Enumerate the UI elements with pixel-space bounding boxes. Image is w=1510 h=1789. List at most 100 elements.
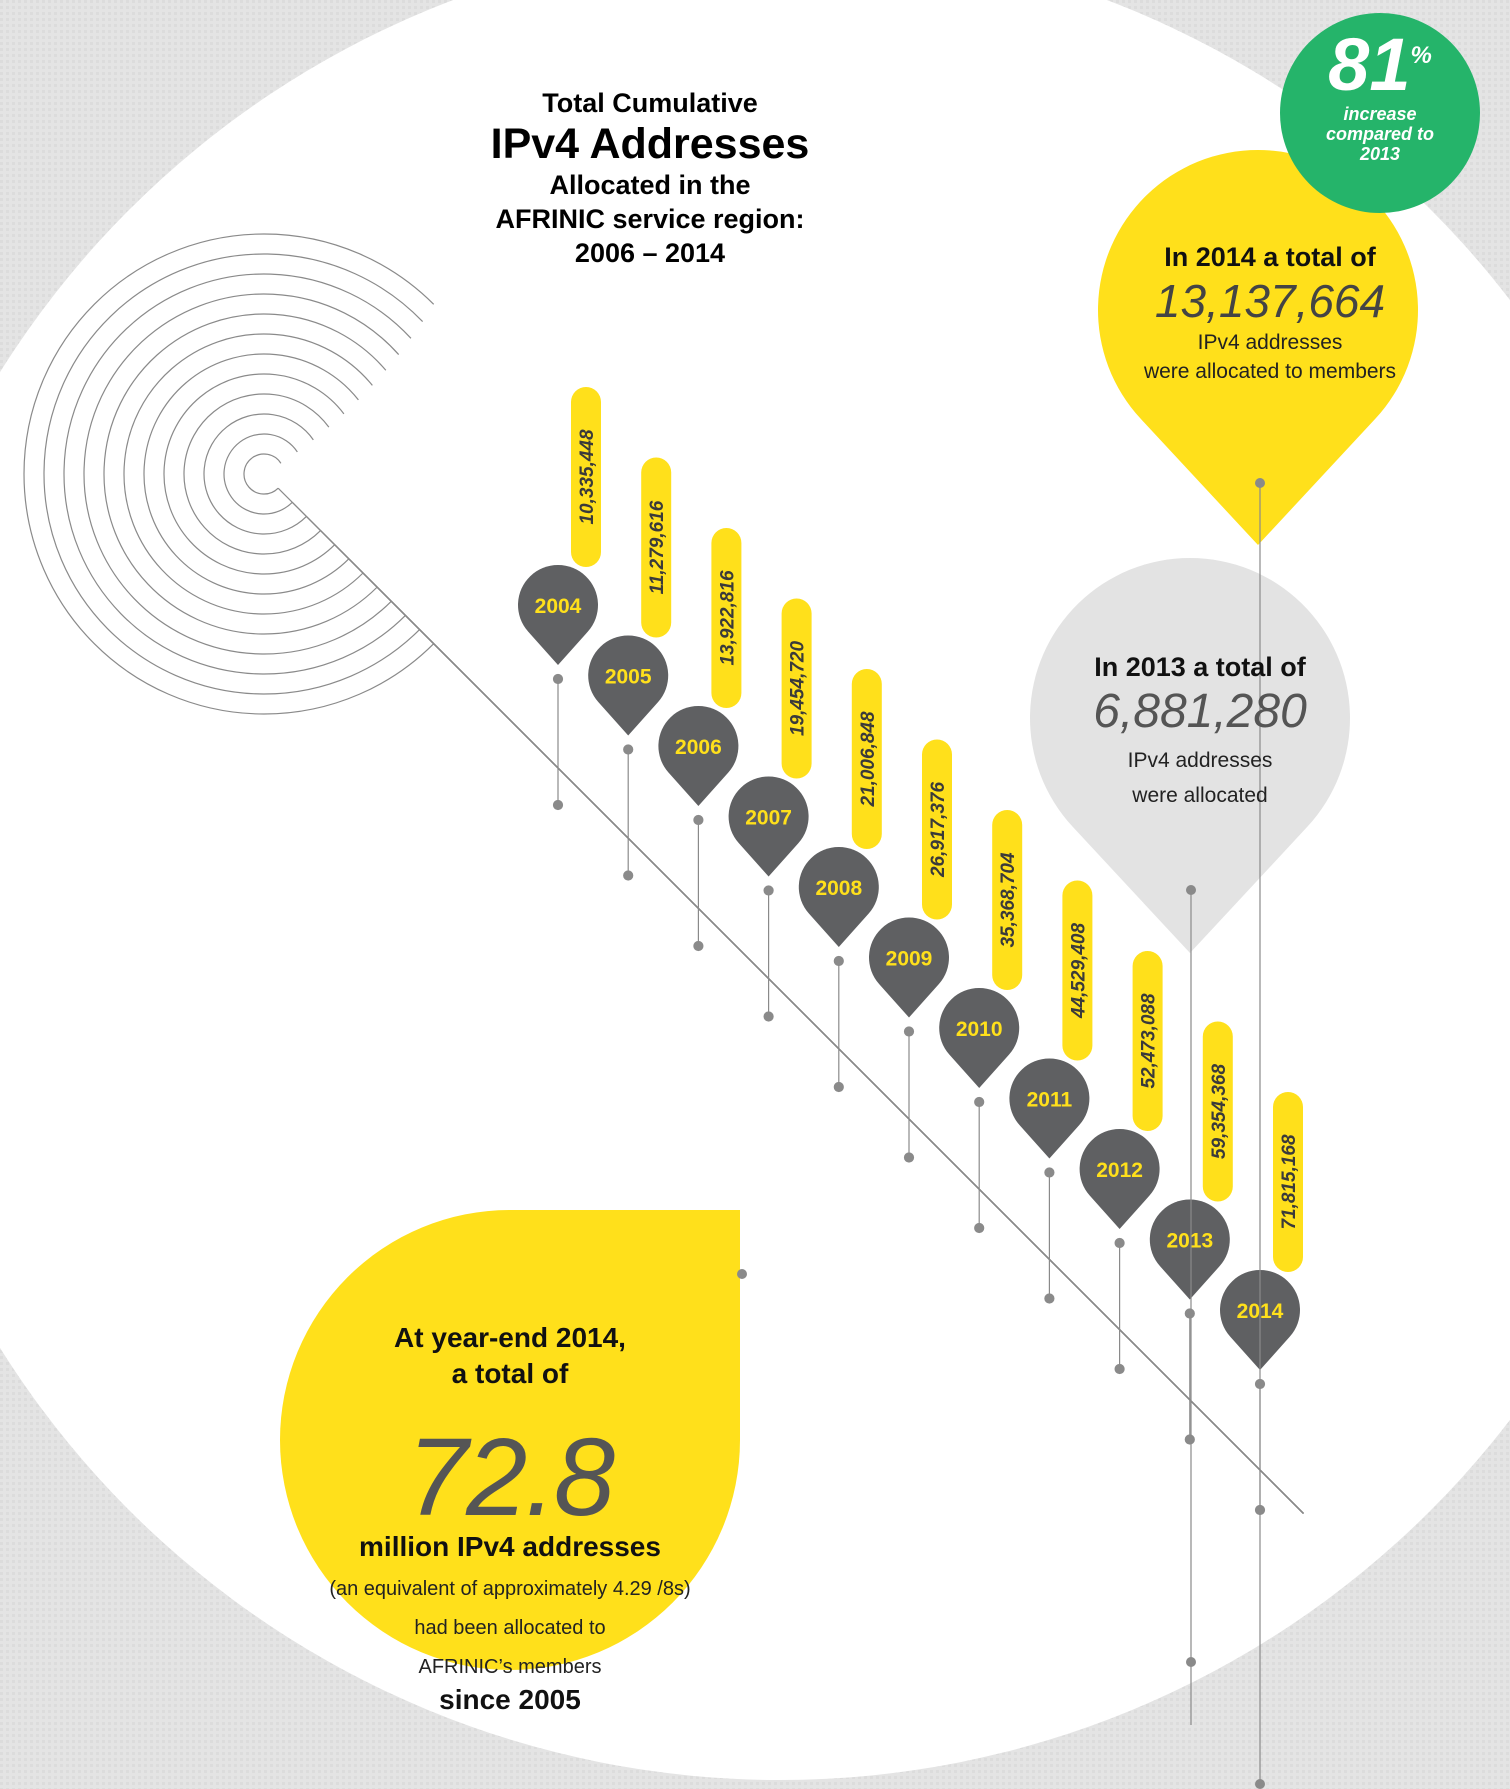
spiral-arc [183,393,330,555]
callout-2014-bubble [1098,149,1418,545]
pin-stem-end-dot [1114,1363,1125,1375]
title-line-2: IPv4 Addresses [490,120,810,168]
value-bar-2006 [711,528,742,708]
pin-stem-end-dot [903,1152,915,1163]
pin-stem-dot [623,744,634,755]
pin-stem-end-dot [974,1222,985,1234]
callout-2014-number: 13,137,664 [1154,275,1386,327]
year-label: 2008 [815,877,862,900]
value-bar-2013 [1202,1021,1233,1202]
value-label: 10,335,448 [577,429,598,525]
chart-title: Total Cumulative IPv4 Addresses Allocate… [480,86,820,270]
year-label: 2005 [605,666,652,689]
value-label: 52,473,088 [1139,993,1160,1089]
callout-2014-dot [1255,478,1265,488]
pin-stem-dot [1044,1167,1055,1178]
year-label: 2010 [956,1018,1003,1041]
callout-2013-end-dot [1186,1657,1196,1667]
callout-total: At year-end 2014, a total of 72.8 millio… [300,1320,720,1719]
value-labels: 10,335,448 11,279,616 13,922,816 19,454,720… [571,387,1303,1272]
pin-stem-end-dot [623,870,634,881]
year-label: 2012 [1096,1159,1143,1182]
value-bar-2008 [851,669,882,849]
callout-total-line-2: a total of [451,1358,569,1389]
pin-stem-end-dot [833,1081,844,1093]
year-label: 2011 [1027,1089,1073,1112]
year-pin-2013 [1149,1199,1230,1300]
callout-2013-line-2: were allocated [1132,784,1268,807]
pin-stem-dot [974,1096,985,1108]
pin-stem-end-dot [552,799,564,811]
pin-stems [552,673,1266,1516]
callout-2013-heading: In 2013 a total of [1094,652,1306,682]
callout-total-note-2: had been allocated to [414,1617,606,1639]
callout-2014-line-1: IPv4 addresses [1197,331,1343,354]
pin-stem-end-dot [693,940,704,952]
pin-stem-end-dot [763,1011,774,1022]
callout-total-number: 72.8 [406,1416,615,1539]
value-label: 26,917,376 [928,782,949,879]
year-pin-2012 [1079,1128,1160,1229]
value-bar-2014 [1273,1092,1303,1272]
callout-2014: In 2014 a total of 13,137,664 IPv4 addre… [1100,240,1440,386]
callout-2014-end-dot [1255,1779,1265,1789]
spiral-arc [123,333,373,615]
pin-stem-dot [1114,1237,1125,1249]
pin-stem-dot [763,885,774,896]
callout-total-dot [737,1269,747,1279]
year-label: 2007 [745,807,792,830]
callout-2014-heading: In 2014 a total of [1164,242,1376,272]
value-label: 44,529,408 [1068,923,1089,1020]
spiral-arc [203,413,314,535]
value-bar-2010 [992,810,1023,990]
value-bar-2004 [571,387,601,567]
callout-total-line-1: At year-end 2014, [394,1322,626,1353]
year-pin-2004 [518,565,598,665]
pin-stem-end-dot [1044,1293,1055,1304]
spiral-arc [243,453,282,495]
callout-total-emph: since 2005 [439,1684,581,1715]
callout-2013: In 2013 a total of 6,881,280 IPv4 addres… [1030,650,1370,810]
callout-total-note-1: (an equivalent of approximately 4.29 /8s… [329,1578,691,1600]
year-label: 2013 [1166,1230,1213,1253]
pin-stem-dot [903,1026,915,1037]
spiral-arc [83,293,400,655]
title-line-4: AFRINIC service region: [495,204,805,234]
spiral-arc [103,313,387,635]
pin-stem-dot [693,814,704,826]
increase-badge: 81% increase compared to 2013 [1275,23,1485,165]
value-label: 11,279,616 [647,500,668,594]
value-label: 35,368,704 [998,852,1019,948]
badge-line-1: increase [1343,104,1417,124]
value-bar-2009 [922,739,952,920]
callout-2013-line-1: IPv4 addresses [1127,749,1273,772]
spiral-lines [23,233,1304,1514]
pin-stem-dot [552,673,564,685]
spiral-tail [433,643,1304,1514]
value-label: 19,454,720 [788,641,809,737]
spiral-arc [63,273,412,675]
year-pin-2005 [588,635,669,736]
badge-circle [1280,13,1480,213]
year-pin-2006 [658,706,739,806]
year-pin-2008 [798,847,879,947]
year-label: 2004 [535,595,582,618]
spiral-arc [43,253,424,695]
value-label: 71,815,168 [1279,1134,1300,1230]
spiral-arc [163,373,345,575]
callout-total-unit: million IPv4 addresses [359,1531,661,1562]
value-bar-2005 [641,457,672,638]
value-bar-2011 [1062,880,1093,1061]
title-line-5: 2006 – 2014 [574,238,726,268]
callout-2013-bubble [1030,558,1350,953]
callout-total-note-3: AFRINIC’s members [418,1656,602,1678]
spiral-arc [23,233,435,715]
badge-percent-sign: % [1410,42,1432,69]
value-bar-2007 [781,598,812,779]
year-label: 2009 [886,948,933,971]
badge-percent: 81 [1328,23,1411,106]
pin-stem-end-dot [1184,1434,1195,1445]
value-bar-2012 [1132,951,1163,1131]
callout-2013-dot [1186,885,1196,895]
year-pin-2009 [869,917,949,1018]
